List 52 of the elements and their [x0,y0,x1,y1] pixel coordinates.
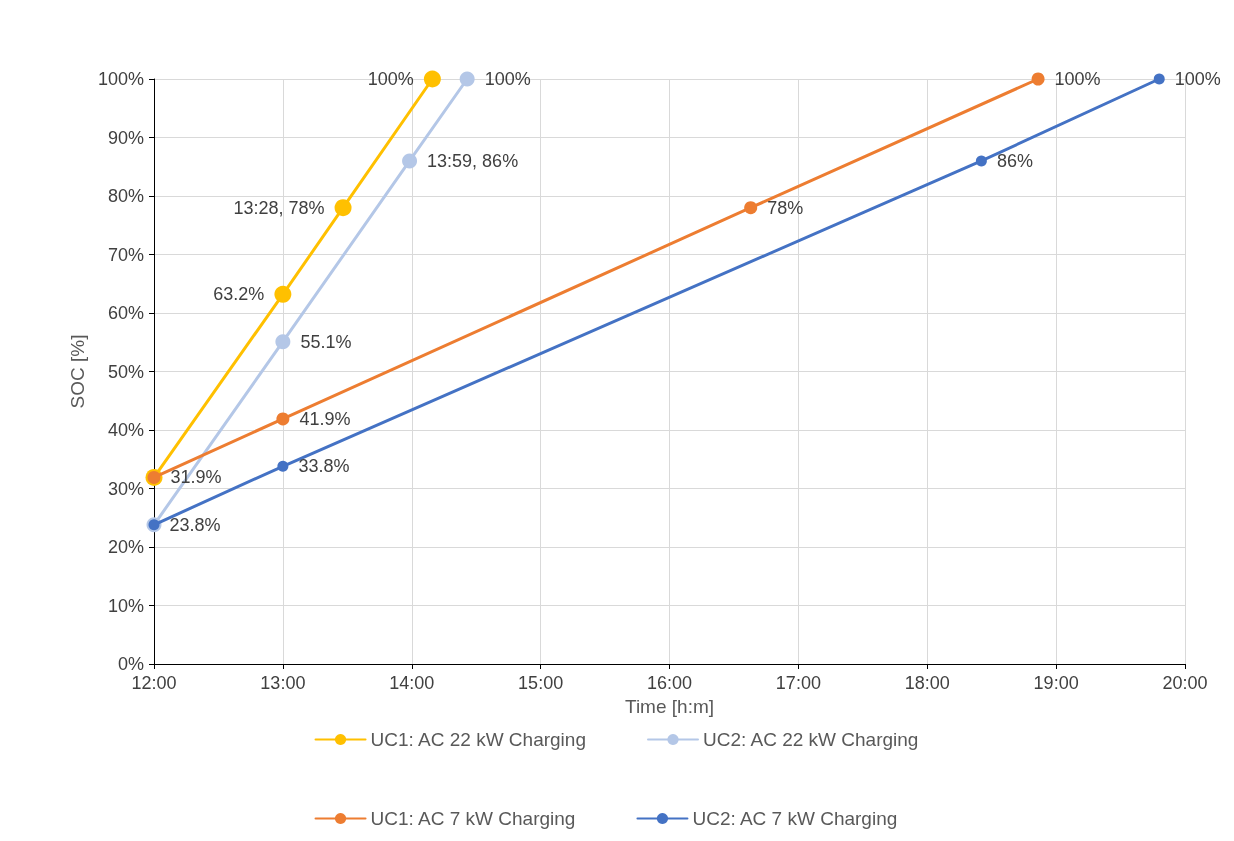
data-label: 31.9% [170,467,222,488]
y-tick-label: 70% [107,244,144,265]
point [277,460,289,472]
data-label: 33.8% [298,456,350,477]
data-label: 86% [996,150,1033,171]
y-tick-label: 20% [107,537,144,557]
x-tick-label: 13:00 [260,673,306,693]
y-tick-label: 0% [117,654,144,674]
y-tick-label: 50% [107,361,144,382]
y-tick-label: 30% [107,478,144,499]
data-label: 100% [367,69,414,89]
data-label: 13:28, 78% [233,197,325,218]
point [1031,72,1045,86]
point [276,412,290,426]
data-label: 63.2% [213,284,265,305]
point [975,155,987,167]
point [744,201,758,215]
data-label: 23.8% [169,514,221,535]
x-axis-title: Time [h:m] [624,695,715,717]
point [402,153,418,169]
y-tick-label: 100% [97,69,144,89]
data-label: 55.1% [300,331,352,352]
data-label: 100% [484,69,531,89]
y-tick-label: 90% [107,127,144,148]
point [1153,73,1165,85]
y-tick-label: 60% [107,303,144,323]
y-tick-label: 40% [107,420,144,440]
data-label: 100% [1174,69,1221,89]
data-label: 41.9% [299,408,351,429]
y-tick-label: 80% [107,186,144,206]
x-tick-label: 20:00 [1162,673,1208,693]
legend-label: UC2: AC 7 kW Charging [692,808,898,829]
x-tick-label: 14:00 [389,673,435,693]
y-tick-label: 10% [107,595,144,616]
point [459,71,475,87]
x-tick-label: 16:00 [646,673,693,693]
y-axis-title: SOC [%] [67,334,89,409]
legend-label: UC1: AC 22 kW Charging [370,729,586,750]
point [423,70,441,88]
x-tick-label: 15:00 [518,673,564,693]
legend-label: UC1: AC 7 kW Charging [370,808,576,829]
data-label: 13:59, 86% [427,150,519,171]
x-tick-label: 12:00 [131,673,177,693]
legend-label: UC2: AC 22 kW Charging [703,729,919,750]
x-tick-label: 19:00 [1033,673,1079,693]
point [274,285,292,303]
x-tick-label: 17:00 [775,673,821,693]
point [334,199,352,217]
x-tick-label: 18:00 [904,673,950,693]
data-label: 100% [1054,69,1101,89]
point [275,334,291,350]
data-label: 78% [767,197,804,218]
